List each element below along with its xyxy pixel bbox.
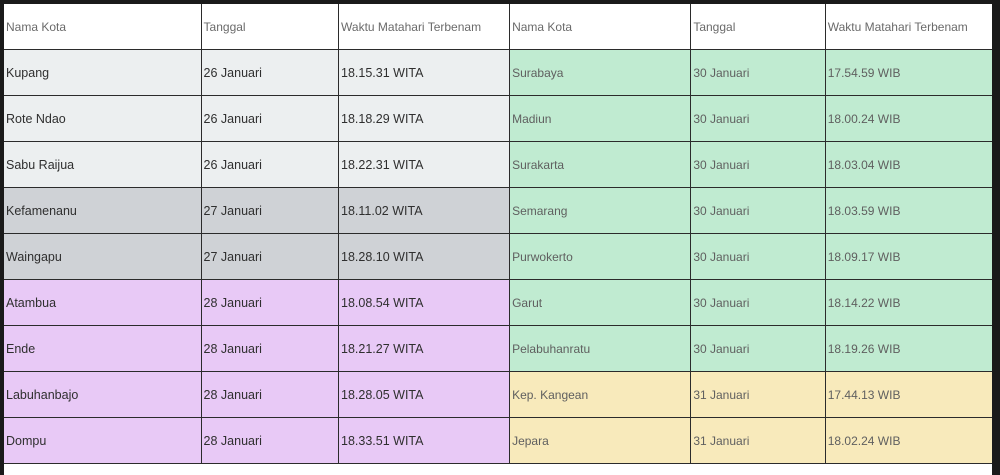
cell-city-right: Madiun — [509, 95, 692, 142]
cell-sunset-time-left: 18.11.02 WITA — [338, 187, 511, 234]
cell-city-left: Ende — [4, 325, 202, 372]
cell-sunset-time-left: 18.33.51 WITA — [338, 417, 511, 464]
table-row: Kupang 26 Januari 18.15.31 WITA Surabaya 30 … — [4, 49, 992, 96]
cell-city-right: Purwokerto — [509, 233, 692, 280]
cell-city-left: Dompu — [4, 417, 202, 464]
cell-city-right: Kep. Kangean — [509, 371, 692, 418]
cell-city-right: Garut — [509, 279, 692, 326]
cell-city-right: Semarang — [509, 187, 692, 234]
table-row: Labuhanbajo 28 Januari 18.28.05 WITA Kep. K… — [4, 371, 992, 418]
table-row: Ende 28 Januari 18.21.27 WITA Pelabuhanratu… — [4, 325, 992, 372]
cell-date-right: 31 Januari — [690, 417, 826, 464]
cell-sunset-time-left: 18.28.10 WITA — [338, 233, 511, 280]
header-date-left: Tanggal — [200, 4, 340, 50]
cell-sunset-time-right: 17.44.13 WIB — [824, 371, 992, 418]
cell-sunset-time-left: 18.15.31 WITA — [338, 49, 511, 96]
header-city-left: Nama Kota — [4, 4, 202, 50]
cell-date-left: 28 Januari — [200, 325, 340, 372]
table-row: Sabu Raijua 26 Januari 18.22.31 WITA Suraka… — [4, 141, 992, 188]
table-row: Dompu 28 Januari 18.33.51 WITA Jepara 31 Jan… — [4, 417, 992, 464]
cell-sunset-time-right: 18.03.04 WIB — [824, 141, 992, 188]
cell-sunset-time-left: 18.22.31 WITA — [338, 141, 511, 188]
cell-date-left: 28 Januari — [200, 279, 340, 326]
cell-city-left: Kefamenanu — [4, 187, 202, 234]
cell-sunset-time-right: 18.09.17 WIB — [824, 233, 992, 280]
table-row: Kefamenanu 27 Januari 18.11.02 WITA Semaran… — [4, 187, 992, 234]
table-row: Atambua 28 Januari 18.08.54 WITA Garut 30 Ja… — [4, 279, 992, 326]
header-sunset-time-left: Waktu Matahari Terbenam — [338, 4, 511, 50]
cell-city-right: Surabaya — [509, 49, 692, 96]
cell-city-left: Rote Ndao — [4, 95, 202, 142]
cell-sunset-time-right: 18.00.24 WIB — [824, 95, 992, 142]
cell-city-left: Labuhanbajo — [4, 371, 202, 418]
cell-city-right: Pelabuhanratu — [509, 325, 692, 372]
cell-city-right: Surakarta — [509, 141, 692, 188]
cell-city-left: Waingapu — [4, 233, 202, 280]
cell-sunset-time-right: 18.19.26 WIB — [824, 325, 992, 372]
cell-date-left: 26 Januari — [200, 141, 340, 188]
header-city-right: Nama Kota — [509, 4, 692, 50]
cell-sunset-time-right: 18.02.24 WIB — [824, 417, 992, 464]
header-sunset-time-right: Waktu Matahari Terbenam — [824, 4, 992, 50]
table-header-row: Nama Kota Tanggal Waktu Matahari Terbena… — [4, 4, 992, 50]
cell-date-right: 30 Januari — [690, 187, 826, 234]
cell-sunset-time-left: 18.28.05 WITA — [338, 371, 511, 418]
cell-date-right: 30 Januari — [690, 279, 826, 326]
cell-date-right: 30 Januari — [690, 325, 826, 372]
cell-sunset-time-right: 18.03.59 WIB — [824, 187, 992, 234]
cell-sunset-time-right: 17.54.59 WIB — [824, 49, 992, 96]
cell-sunset-time-left: 18.18.29 WITA — [338, 95, 511, 142]
cell-sunset-time-left: 18.08.54 WITA — [338, 279, 511, 326]
cell-date-right: 30 Januari — [690, 49, 826, 96]
cell-date-left: 26 Januari — [200, 95, 340, 142]
cell-date-left: 28 Januari — [200, 417, 340, 464]
header-date-right: Tanggal — [690, 4, 826, 50]
table-row: Rote Ndao 26 Januari 18.18.29 WITA Madiun 30… — [4, 95, 992, 142]
cell-date-left: 26 Januari — [200, 49, 340, 96]
cell-sunset-time-right: 18.14.22 WIB — [824, 279, 992, 326]
cell-sunset-time-left: 18.21.27 WITA — [338, 325, 511, 372]
cell-city-right: Jepara — [509, 417, 692, 464]
cell-date-right: 30 Januari — [690, 141, 826, 188]
cell-city-left: Atambua — [4, 279, 202, 326]
cell-date-left: 27 Januari — [200, 233, 340, 280]
cell-date-right: 31 Januari — [690, 371, 826, 418]
cell-city-left: Kupang — [4, 49, 202, 96]
cell-date-left: 28 Januari — [200, 371, 340, 418]
table-row: Waingapu 27 Januari 18.28.10 WITA Purwokert… — [4, 233, 992, 280]
cell-date-right: 30 Januari — [690, 95, 826, 142]
cell-date-right: 30 Januari — [690, 233, 826, 280]
cell-city-left: Sabu Raijua — [4, 141, 202, 188]
sunset-table: Nama Kota Tanggal Waktu Matahari Terbena… — [4, 4, 992, 464]
cell-date-left: 27 Januari — [200, 187, 340, 234]
